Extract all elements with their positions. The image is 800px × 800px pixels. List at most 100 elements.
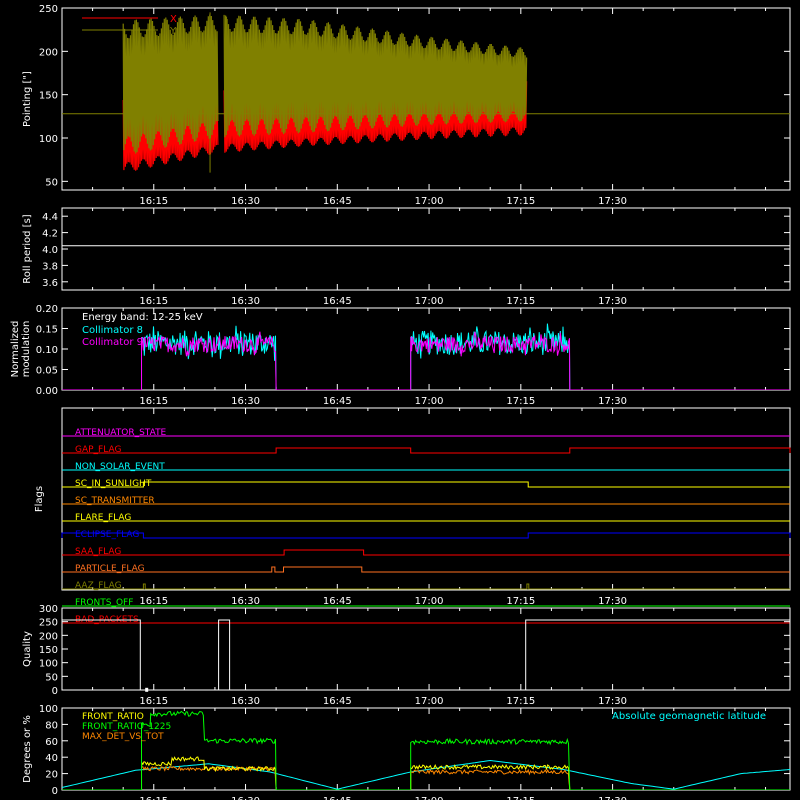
quality-x-tick-label: 17:30 (598, 696, 627, 707)
pointing-legend-label-Y: Y (169, 26, 177, 37)
flags-x-tick-label: 17:00 (415, 596, 444, 607)
ratios-y-tick-label: 80 (45, 720, 58, 731)
pointing-x-tick-label: 17:30 (598, 196, 627, 207)
flag-label-saa_flag: SAA_FLAG (75, 547, 121, 557)
ratios-x-tick-label: 16:30 (231, 796, 260, 800)
flag-line-eclipse_flag (61, 532, 791, 539)
flag-label-sc_transmitter: SC_TRANSMITTER (75, 496, 155, 506)
quality-y-tick-label: 250 (39, 618, 58, 629)
ratios-legend-front_ratio: FRONT_RATIO (82, 712, 144, 722)
flags-axes: 16:15 16:30 16:45 17:00 17:15 17:30 Flags ATTEN… (34, 407, 791, 625)
ratios-y-tick-label: 20 (45, 770, 58, 781)
flag-label-attenuator_state: ATTENUATOR_STATE (75, 428, 167, 438)
quality-y-tick-label: 200 (39, 631, 58, 642)
flags-x-tick-label: 16:30 (231, 596, 260, 607)
flag-label-sc_in_sunlight: SC_IN_SUNLIGHT (75, 479, 152, 489)
pointing-x-tick-label: 17:15 (506, 196, 535, 207)
flags-x-tick-label: 16:15 (139, 596, 168, 607)
flag-label-aaz_flag: AAZ_FLAG (75, 581, 122, 591)
ratios-latitude-line (62, 759, 790, 790)
quality-axes: 16:15 16:30 16:45 17:00 17:15 17:30 0 50 100 150 2… (22, 604, 791, 707)
ratios-line-front_ratio_1225 (62, 710, 790, 790)
ratios-legend-max_det_vs_tot: MAX_DET_VS_TOT (82, 732, 164, 742)
roll-x-tick-label: 16:45 (323, 296, 352, 307)
flag-line-aaz_flag (62, 583, 790, 590)
ratios-line-max_det_vs_tot (62, 765, 790, 790)
flags-frame (61, 407, 791, 591)
ratios-y-tick-label: 60 (45, 737, 58, 748)
ratios-legend-front_ratio_1225: FRONT_RATIO_1225 (82, 722, 171, 732)
modulation-axes: 16:15 16:30 16:45 17:00 17:15 17:30 0.00 0.05 0.… (10, 304, 791, 407)
flags-x-tick-label: 17:15 (506, 596, 535, 607)
pointing-legend-label-X: X (170, 14, 177, 25)
flag-label-particle_flag: PARTICLE_FLAG (75, 564, 145, 574)
pointing-series-Y (122, 14, 528, 154)
roll-y-tick-label: 3.8 (42, 261, 58, 272)
ratios-x-tick-label: 17:30 (598, 796, 627, 800)
modulation-x-tick-label: 17:30 (598, 396, 627, 407)
flag-line-gap_flag (62, 447, 791, 454)
flag-label-fronts_off: FRONTS_OFF (75, 598, 133, 608)
pointing-axes: 16:15 16:30 16:45 17:00 17:15 17:30 50 100 150 20… (22, 4, 791, 207)
ratios-x-tick-label: 17:15 (506, 796, 535, 800)
pointing-line-Y (122, 14, 528, 154)
pointing-x-tick-label: 16:30 (231, 196, 260, 207)
ratios-x-tick-label: 16:45 (323, 796, 352, 800)
flags-y-label: Flags (34, 486, 45, 512)
roll-y-tick-label: 4.2 (42, 229, 58, 240)
ratios-y-tick-label: 40 (45, 753, 58, 764)
flag-label-flare_flag: FLARE_FLAG (75, 513, 131, 523)
roll-y-tick-label: 3.6 (42, 278, 58, 289)
modulation-x-tick-label: 17:00 (415, 396, 444, 407)
ratios-line-front_ratio (62, 756, 790, 790)
quality-blip (145, 687, 149, 692)
flags-x-tick-label: 17:30 (598, 596, 627, 607)
flag-line-particle_flag (62, 566, 790, 573)
pointing-x-tick-label: 17:00 (415, 196, 444, 207)
panels: 16:15 16:30 16:45 17:00 17:15 17:30 50 100 150 20… (10, 4, 791, 800)
flag-label-eclipse_flag: ECLIPSE_FLAG (75, 530, 139, 540)
pointing-y-label: Pointing ["] (22, 71, 33, 127)
roll-x-tick-label: 16:15 (139, 296, 168, 307)
roll-x-tick-label: 17:00 (415, 296, 444, 307)
ratios-plot (62, 710, 790, 790)
quality-x-tick-label: 16:30 (231, 696, 260, 707)
ratios-frame (61, 707, 791, 791)
quality-y-tick-label: 150 (39, 645, 58, 656)
modulation-legend-Collimator-9: Collimator 9 (82, 337, 143, 348)
flags-x-tick-label: 16:45 (323, 596, 352, 607)
modulation-x-tick-label: 17:15 (506, 396, 535, 407)
quality-x-tick-label: 16:45 (323, 696, 352, 707)
modulation-line-Collimator-9 (62, 331, 790, 390)
roll-x-tick-label: 16:30 (231, 296, 260, 307)
ratios-axes: 16:15 16:30 16:45 17:00 17:15 17:30 0 20 40 60 80 1… (22, 704, 791, 800)
quality-x-tick-label: 17:15 (506, 696, 535, 707)
modulation-y-label-line: Normalized (10, 321, 21, 378)
ratios-x-tick-label: 16:15 (139, 796, 168, 800)
quality-x-tick-label: 17:00 (415, 696, 444, 707)
modulation-x-tick-label: 16:30 (231, 396, 260, 407)
ratios-y-tick-label: 100 (39, 704, 58, 715)
quality-x-tick-label: 16:15 (139, 696, 168, 707)
pointing-y-tick-label: 50 (45, 177, 58, 188)
pointing-y-tick-label: 100 (39, 134, 58, 145)
ratios-y-label: Degrees or % (22, 715, 33, 783)
quality-y-tick-label: 300 (39, 604, 58, 615)
modulation-y-tick-label: 0.15 (36, 325, 58, 336)
flag-label-gap_flag: GAP_FLAG (75, 445, 121, 455)
roll-y-tick-label: 4.0 (42, 245, 58, 256)
modulation-plot (62, 323, 790, 390)
ratios-x-tick-label: 17:00 (415, 796, 444, 800)
pointing-x-tick-label: 16:45 (323, 196, 352, 207)
flag-line-saa_flag (62, 549, 790, 556)
modulation-legend-Collimator-8: Collimator 8 (82, 325, 143, 336)
roll-x-tick-label: 17:15 (506, 296, 535, 307)
flag-label-non_solar_event: NON_SOLAR_EVENT (75, 462, 165, 472)
modulation-y-tick-label: 0.00 (36, 386, 58, 397)
modulation-y-tick-label: 0.05 (36, 366, 58, 377)
modulation-x-tick-label: 16:15 (139, 396, 168, 407)
pointing-y-tick-label: 150 (39, 91, 58, 102)
quality-line (62, 619, 790, 691)
pointing-frame (61, 7, 791, 191)
roll-y-tick-label: 4.4 (42, 212, 58, 223)
